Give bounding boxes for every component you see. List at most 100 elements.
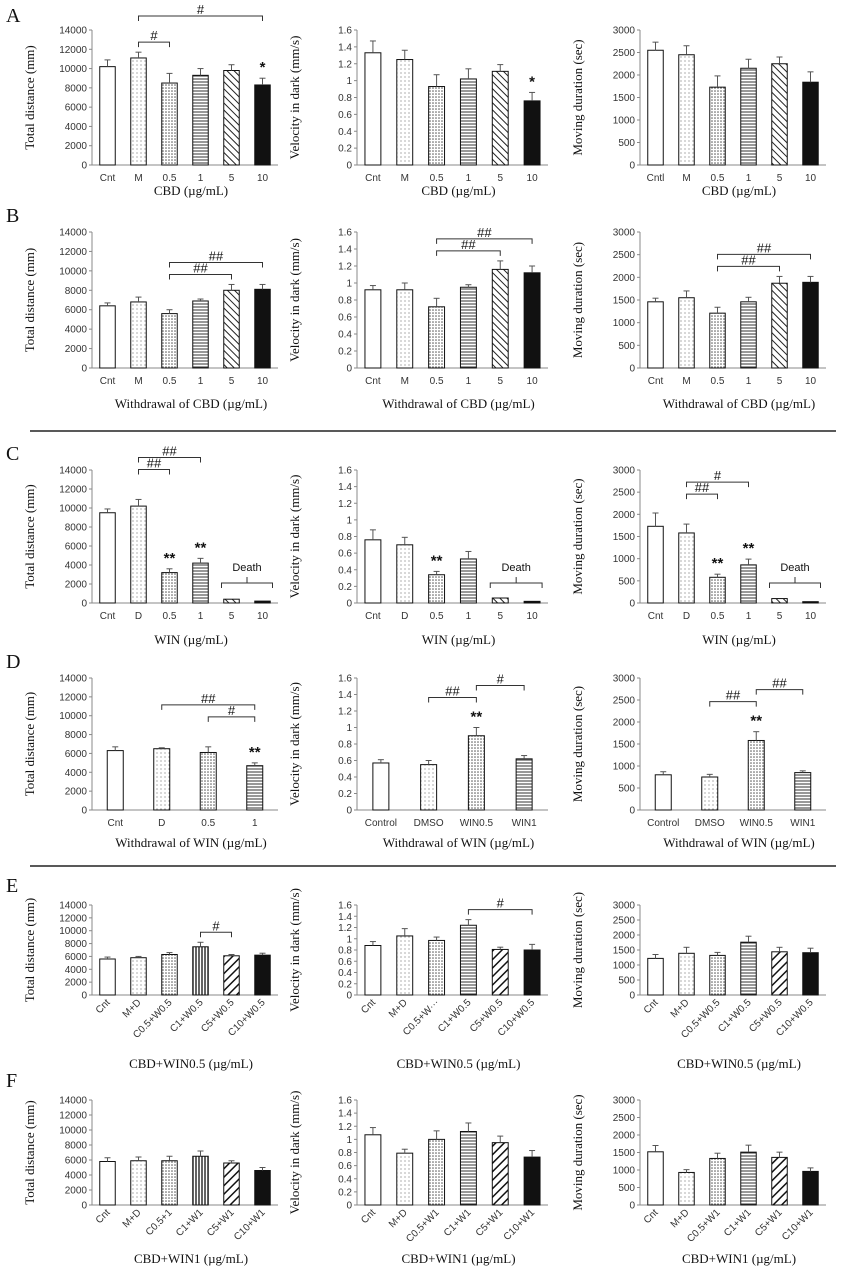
x-tick-label: M+D	[387, 997, 410, 1020]
significance-bracket	[169, 273, 232, 280]
bar	[364, 52, 382, 166]
y-tick-label: 2000	[613, 510, 636, 521]
y-tick-label: 0.6	[338, 110, 352, 121]
bar	[459, 1131, 477, 1206]
x-tick-label: Cnt	[100, 173, 116, 184]
bar	[802, 281, 819, 369]
x-tick-label: 10	[257, 173, 269, 184]
chart-A-1: 0 0.2 0.4 0.6 0.8 1 1.2 1.4 1.6 Velocity in dark …	[287, 26, 548, 198]
y-tick-label: 1.2	[338, 1122, 352, 1133]
y-tick-label: 6000	[65, 952, 88, 963]
bar	[192, 1155, 209, 1206]
x-tick-label: Control	[647, 818, 679, 829]
x-axis-title: CBD (µg/mL)	[154, 183, 228, 198]
y-tick-label: 10000	[59, 64, 87, 75]
bar	[701, 776, 719, 811]
y-tick-label: 0.4	[338, 968, 352, 979]
y-tick-label: 2000	[613, 273, 636, 284]
bar	[678, 1171, 695, 1206]
bracket-label: #	[228, 703, 236, 718]
x-tick-label: M	[401, 376, 409, 387]
y-tick-label: 4000	[65, 1171, 88, 1182]
y-tick-label: 0.4	[338, 330, 352, 341]
y-tick-label: 0	[629, 161, 635, 172]
y-tick-label: 1.4	[338, 912, 352, 923]
bar	[161, 572, 178, 604]
y-axis-title: Total distance (mm)	[22, 45, 37, 150]
y-tick-label: 2000	[613, 718, 636, 729]
bar	[99, 512, 116, 604]
x-tick-label: 5	[777, 611, 783, 622]
x-tick-label: WIN0.5	[740, 818, 774, 829]
y-axis-title: Moving duration (sec)	[570, 242, 585, 358]
chart-A-2: 0 500 1000 1500 2000 2500 3000 Moving duration …	[570, 26, 826, 198]
y-tick-label: 0.2	[338, 979, 352, 990]
y-tick-label: 0.6	[338, 313, 352, 324]
x-tick-label: DMSO	[695, 818, 725, 829]
y-tick-label: 8000	[65, 523, 88, 534]
bar	[192, 300, 209, 369]
x-tick-label: Cnt	[365, 173, 381, 184]
y-tick-label: 1.2	[338, 707, 352, 718]
panel-letter-E: E	[6, 875, 18, 897]
significance-star: **	[164, 550, 176, 567]
y-tick-label: 4000	[65, 325, 88, 336]
y-tick-label: 14000	[59, 26, 87, 37]
y-tick-label: 500	[618, 138, 635, 149]
x-tick-label: 1	[746, 376, 752, 387]
significance-star: *	[260, 59, 266, 76]
y-tick-label: 1.6	[338, 901, 352, 912]
y-tick-label: 2500	[613, 48, 636, 59]
y-tick-label: 12000	[59, 913, 87, 924]
y-tick-label: 1000	[613, 554, 636, 565]
y-tick-label: 0	[81, 991, 87, 1002]
y-tick-label: 12000	[59, 692, 87, 703]
significance-bracket	[161, 704, 256, 710]
bar	[709, 1157, 726, 1206]
bar	[771, 598, 788, 604]
bracket-label: ##	[477, 225, 492, 240]
y-tick-label: 3000	[613, 674, 636, 685]
y-tick-label: 10000	[59, 711, 87, 722]
x-tick-label: C1+W1	[442, 1207, 474, 1239]
panel-letter-F: F	[6, 1070, 17, 1092]
significance-bracket	[467, 909, 533, 915]
chart-B-0: 0 2000 4000 6000 8000 10000 12000 14000 Total di…	[22, 228, 278, 411]
x-tick-label: Cnt	[100, 611, 116, 622]
bar	[428, 86, 446, 166]
x-tick-label: 1	[198, 173, 204, 184]
y-tick-label: 6000	[65, 103, 88, 114]
y-axis-title: Total distance (mm)	[22, 898, 37, 1003]
x-tick-label: C0.5+W1	[685, 1207, 723, 1245]
bar	[161, 1160, 178, 1206]
y-tick-label: 0	[346, 599, 352, 610]
y-tick-label: 1.2	[338, 499, 352, 510]
chart-D-2: 0 500 1000 1500 2000 2500 3000 Moving duration …	[570, 674, 826, 850]
x-tick-label: D	[683, 611, 690, 622]
x-tick-label: 10	[805, 376, 817, 387]
x-tick-label: 5	[229, 173, 235, 184]
y-tick-label: 8000	[65, 939, 88, 950]
y-tick-label: 8000	[65, 1141, 88, 1152]
y-tick-label: 1000	[613, 762, 636, 773]
bar	[771, 63, 788, 166]
bar	[99, 1161, 116, 1206]
x-tick-label: M	[682, 376, 690, 387]
significance-bracket	[686, 493, 718, 500]
y-axis-title: Moving duration (sec)	[570, 686, 585, 802]
significance-bracket	[138, 456, 201, 463]
bar	[153, 748, 171, 811]
y-tick-label: 1500	[613, 946, 636, 957]
x-tick-label: C10+W1	[232, 1207, 268, 1243]
bar	[678, 54, 695, 166]
bar	[647, 525, 664, 604]
bar	[199, 751, 217, 811]
bar	[740, 301, 757, 369]
y-tick-label: 3000	[613, 1096, 636, 1107]
bar	[647, 957, 664, 996]
bar	[802, 1170, 819, 1206]
y-tick-label: 0.2	[338, 144, 352, 155]
y-tick-label: 500	[618, 1183, 635, 1194]
bar	[459, 924, 477, 996]
x-axis-title: Withdrawal of CBD (µg/mL)	[382, 396, 534, 411]
